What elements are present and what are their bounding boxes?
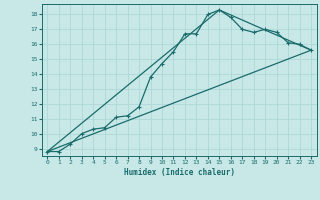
X-axis label: Humidex (Indice chaleur): Humidex (Indice chaleur) [124,168,235,177]
